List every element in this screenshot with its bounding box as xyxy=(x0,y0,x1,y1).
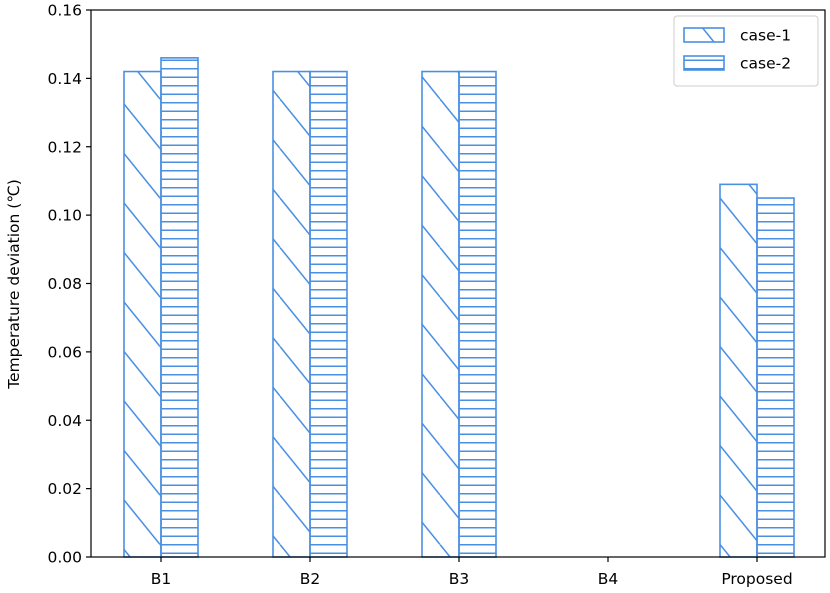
y-tick-label: 0.04 xyxy=(47,412,82,430)
y-tick-label: 0.10 xyxy=(47,207,82,225)
legend: case-1 case-2 xyxy=(673,15,819,87)
x-tick-label: B4 xyxy=(598,570,619,588)
y-tick-label: 0.06 xyxy=(47,343,82,361)
legend-swatch-case-2 xyxy=(683,55,725,71)
legend-label-case-2: case-2 xyxy=(740,55,791,73)
bar-case-1-b1 xyxy=(123,70,162,558)
bar-case-2-b1 xyxy=(160,57,199,558)
legend-label-case-1: case-1 xyxy=(740,27,791,45)
x-tick-label: B1 xyxy=(151,570,172,588)
legend-swatch-case-1 xyxy=(683,27,725,43)
bar-case-2-b2 xyxy=(309,70,348,558)
y-tick-label: 0.14 xyxy=(47,70,82,88)
bar-case-2-proposed xyxy=(756,197,795,558)
x-tick-label: B3 xyxy=(449,570,470,588)
y-axis-title: Temperature deviation (℃) xyxy=(5,179,23,390)
x-tick-label: Proposed xyxy=(721,570,792,588)
bar-case-1-b2 xyxy=(272,70,311,558)
y-tick-label: 0.08 xyxy=(47,275,82,293)
x-tick-label: B2 xyxy=(300,570,321,588)
bar-case-1-b3 xyxy=(421,70,460,558)
bar-case-2-b3 xyxy=(458,70,497,558)
bar-case-1-proposed xyxy=(719,183,758,558)
y-tick-label: 0.12 xyxy=(47,138,82,156)
y-tick-label: 0.16 xyxy=(47,2,82,20)
y-tick-label: 0.02 xyxy=(47,480,82,498)
y-tick-label: 0.00 xyxy=(47,549,82,567)
